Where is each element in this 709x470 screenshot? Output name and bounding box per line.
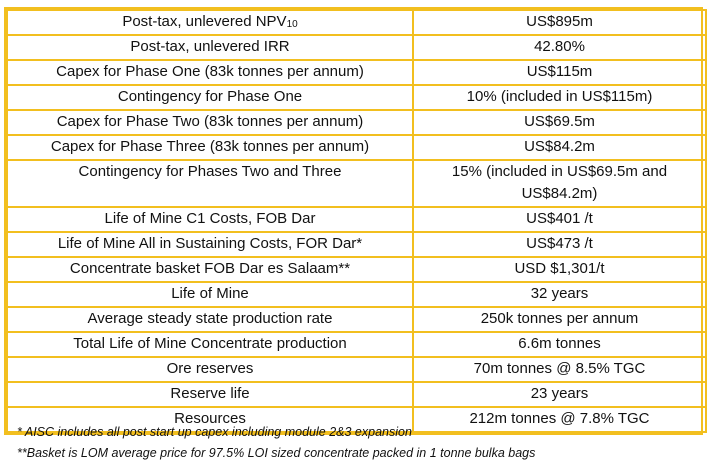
table-row: Average steady state production rate 250… xyxy=(6,306,707,333)
row-value: 250k tonnes per annum xyxy=(412,306,707,333)
table-row: Capex for Phase Three (83k tonnes per an… xyxy=(6,134,707,161)
row-value: 70m tonnes @ 8.5% TGC xyxy=(412,356,707,383)
table-row: Concentrate basket FOB Dar es Salaam** U… xyxy=(6,256,707,283)
row-value: US$401 /t xyxy=(412,206,707,233)
table-row: Ore reserves 70m tonnes @ 8.5% TGC xyxy=(6,356,707,383)
table-row: Reserve life 23 years xyxy=(6,381,707,408)
table-row: Contingency for Phase One 10% (included … xyxy=(6,84,707,111)
table-row: Life of Mine C1 Costs, FOB Dar US$401 /t xyxy=(6,206,707,233)
row-label: Total Life of Mine Concentrate productio… xyxy=(6,331,414,358)
row-label: Resources xyxy=(6,406,414,433)
row-value: USD $1,301/t xyxy=(412,256,707,283)
row-label-subscript: 10 xyxy=(286,19,298,30)
table-row: Capex for Phase One (83k tonnes per annu… xyxy=(6,59,707,86)
row-label: Post-tax, unlevered NPV10 xyxy=(6,9,414,36)
row-value: US$115m xyxy=(412,59,707,86)
table-row: Resources 212m tonnes @ 7.8% TGC xyxy=(6,406,707,433)
table-row: Life of Mine 32 years xyxy=(6,281,707,308)
footnotes: * AISC includes all post start up capex … xyxy=(17,422,535,464)
row-label: Average steady state production rate xyxy=(6,306,414,333)
row-label: Capex for Phase Three (83k tonnes per an… xyxy=(6,134,414,161)
row-value-line: US$84.2m) xyxy=(521,185,598,202)
row-value: US$69.5m xyxy=(412,109,707,136)
table-row: Post-tax, unlevered NPV10 US$895m xyxy=(6,9,707,36)
row-value: US$473 /t xyxy=(412,231,707,258)
row-label: Reserve life xyxy=(6,381,414,408)
table-row: Life of Mine All in Sustaining Costs, FO… xyxy=(6,231,707,258)
row-value: US$84.2m xyxy=(412,134,707,161)
row-value: 32 years xyxy=(412,281,707,308)
table-row: Capex for Phase Two (83k tonnes per annu… xyxy=(6,109,707,136)
row-label: Capex for Phase One (83k tonnes per annu… xyxy=(6,59,414,86)
row-label: Life of Mine xyxy=(6,281,414,308)
row-label: Concentrate basket FOB Dar es Salaam** xyxy=(6,256,414,283)
footnote-aisc: * AISC includes all post start up capex … xyxy=(17,425,412,439)
table-row: Contingency for Phases Two and Three 15%… xyxy=(6,159,707,208)
row-label: Post-tax, unlevered IRR xyxy=(6,34,414,61)
row-value: 42.80% xyxy=(412,34,707,61)
table-row: Total Life of Mine Concentrate productio… xyxy=(6,331,707,358)
row-value: 23 years xyxy=(412,381,707,408)
row-value: 15% (included in US$69.5m and US$84.2m) xyxy=(412,159,707,208)
row-label-text: Post-tax, unlevered NPV xyxy=(122,13,287,30)
row-value: 6.6m tonnes xyxy=(412,331,707,358)
row-value: US$895m xyxy=(412,9,707,36)
row-label: Capex for Phase Two (83k tonnes per annu… xyxy=(6,109,414,136)
row-label: Ore reserves xyxy=(6,356,414,383)
row-value: 212m tonnes @ 7.8% TGC xyxy=(412,406,707,433)
row-label: Contingency for Phases Two and Three xyxy=(6,159,414,208)
row-value: 10% (included in US$115m) xyxy=(412,84,707,111)
row-label: Contingency for Phase One xyxy=(6,84,414,111)
metrics-table: Post-tax, unlevered NPV10 US$895m Post-t… xyxy=(6,9,707,433)
table-row: Post-tax, unlevered IRR 42.80% xyxy=(6,34,707,61)
row-label: Life of Mine All in Sustaining Costs, FO… xyxy=(6,231,414,258)
footnote-basket: **Basket is LOM average price for 97.5% … xyxy=(17,446,536,460)
row-value-line: 15% (included in US$69.5m and xyxy=(451,163,668,180)
row-label: Life of Mine C1 Costs, FOB Dar xyxy=(6,206,414,233)
key-metrics-table: Post-tax, unlevered NPV10 US$895m Post-t… xyxy=(4,7,707,435)
